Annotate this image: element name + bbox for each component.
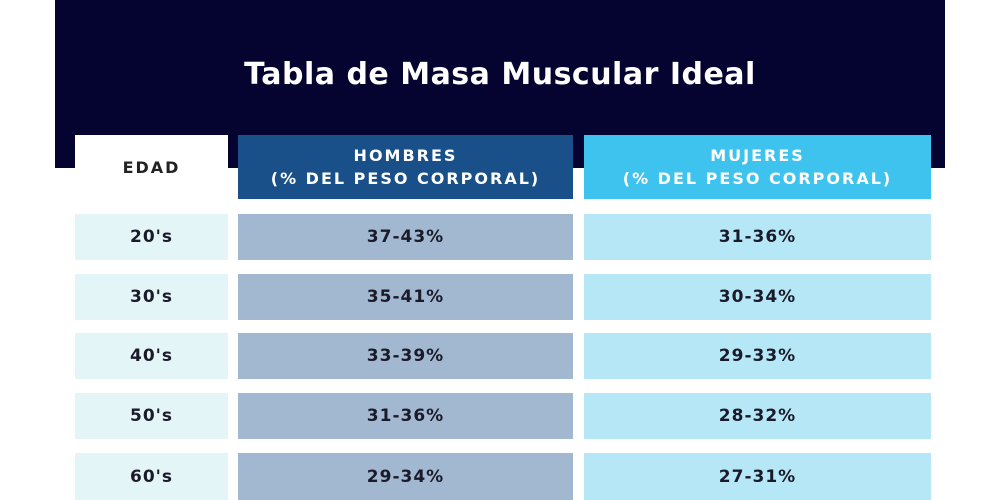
table-row-men: 37-43%: [238, 214, 573, 260]
table-row-women: 31-36%: [584, 214, 931, 260]
header-age-label: EDAD: [122, 157, 181, 177]
table-row-men: 33-39%: [238, 333, 573, 379]
table-row-men: 31-36%: [238, 393, 573, 439]
table-row-age: 20's: [75, 214, 228, 260]
table-row-women: 30-34%: [584, 274, 931, 320]
table-row-age: 50's: [75, 393, 228, 439]
table-row-age: 60's: [75, 453, 228, 500]
header-age: EDAD: [75, 135, 228, 199]
table-row-age: 30's: [75, 274, 228, 320]
table-row-age: 40's: [75, 333, 228, 379]
table-row-women: 28-32%: [584, 393, 931, 439]
header-women-title: MUJERES: [710, 146, 805, 165]
table-row-men: 35-41%: [238, 274, 573, 320]
page-title: Tabla de Masa Muscular Ideal: [244, 57, 756, 92]
header-men-subtitle: (% DEL PESO CORPORAL): [270, 169, 541, 188]
header-men-title: HOMBRES: [353, 146, 458, 165]
header-men: HOMBRES (% DEL PESO CORPORAL): [238, 135, 573, 199]
table-row-men: 29-34%: [238, 453, 573, 500]
table-row-women: 29-33%: [584, 333, 931, 379]
header-women: MUJERES (% DEL PESO CORPORAL): [584, 135, 931, 199]
header-women-subtitle: (% DEL PESO CORPORAL): [622, 169, 893, 188]
table-row-women: 27-31%: [584, 453, 931, 500]
